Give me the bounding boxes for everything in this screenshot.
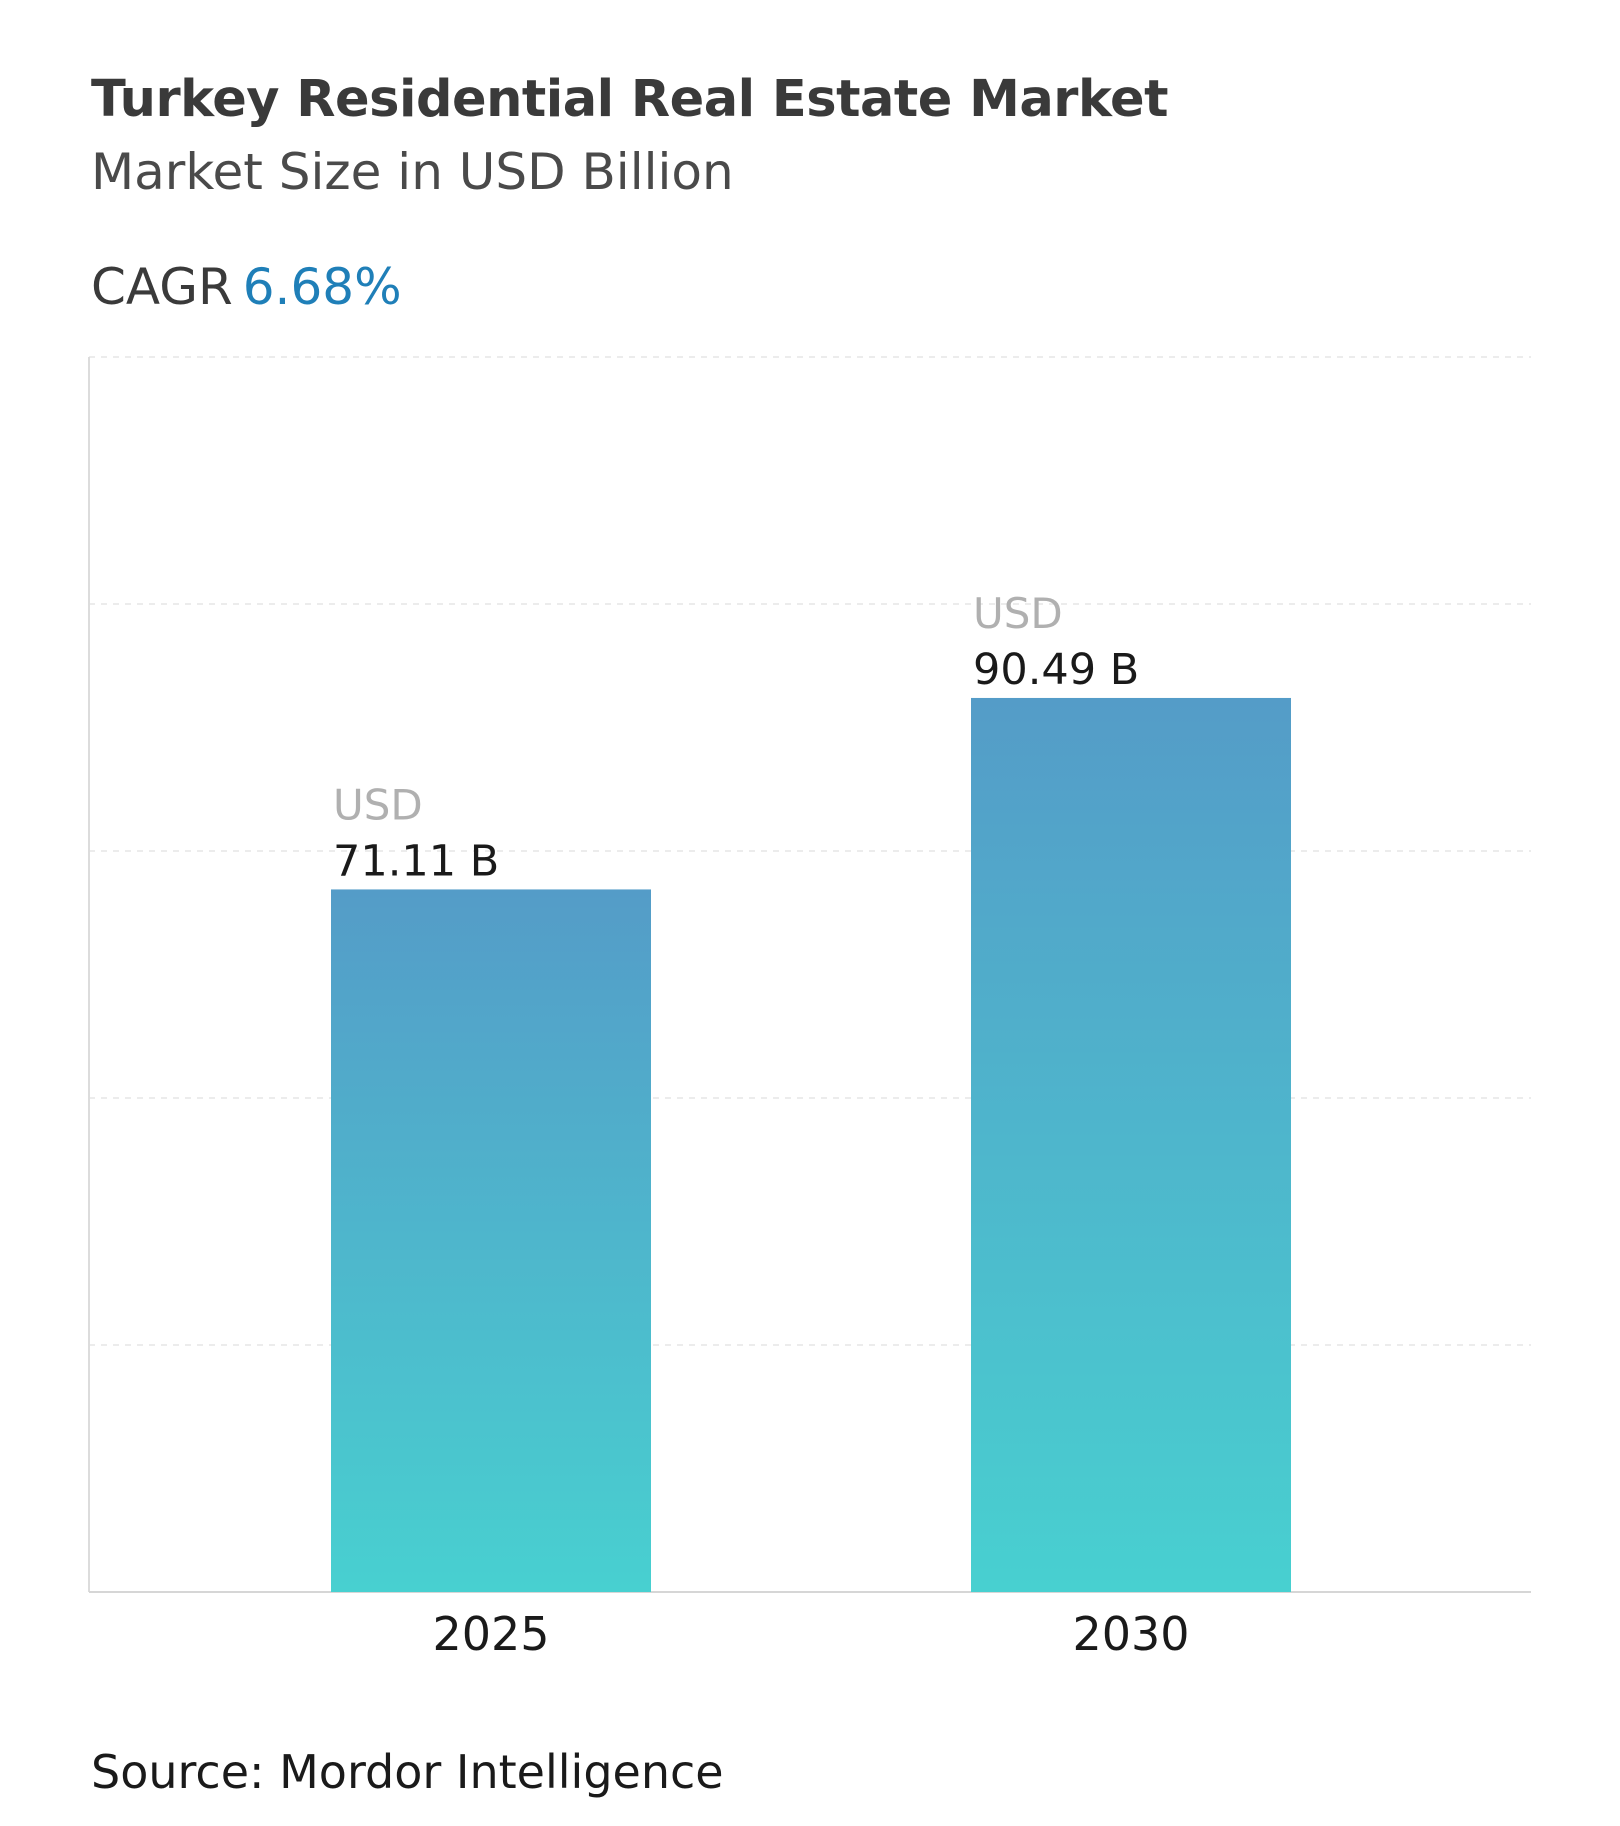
source-note: Source: Mordor Intelligence bbox=[91, 1745, 724, 1799]
data-label-value: 71.11 B bbox=[333, 836, 499, 886]
cagr-label: CAGR bbox=[91, 258, 233, 316]
data-label-currency: USD bbox=[333, 780, 423, 829]
data-label-currency: USD bbox=[973, 589, 1063, 638]
data-label-value: 90.49 B bbox=[973, 645, 1139, 695]
x-tick-label: 2025 bbox=[432, 1607, 549, 1661]
cagr-value: 6.68% bbox=[242, 258, 402, 316]
chart-subtitle: Market Size in USD Billion bbox=[91, 143, 734, 201]
bar-2025 bbox=[331, 889, 651, 1592]
bar-2030 bbox=[971, 697, 1291, 1592]
data-labels: USD 71.11 B USD 90.49 B bbox=[333, 589, 1139, 886]
gridlines bbox=[89, 356, 1531, 1346]
bars bbox=[331, 697, 1291, 1592]
x-tick-label: 2030 bbox=[1072, 1607, 1189, 1661]
x-tick-labels: 2025 2030 bbox=[432, 1607, 1189, 1661]
chart-title: Turkey Residential Real Estate Market bbox=[91, 70, 1168, 129]
cagr-indicator: CAGR 6.68% bbox=[91, 258, 402, 316]
axes bbox=[88, 357, 1531, 1593]
